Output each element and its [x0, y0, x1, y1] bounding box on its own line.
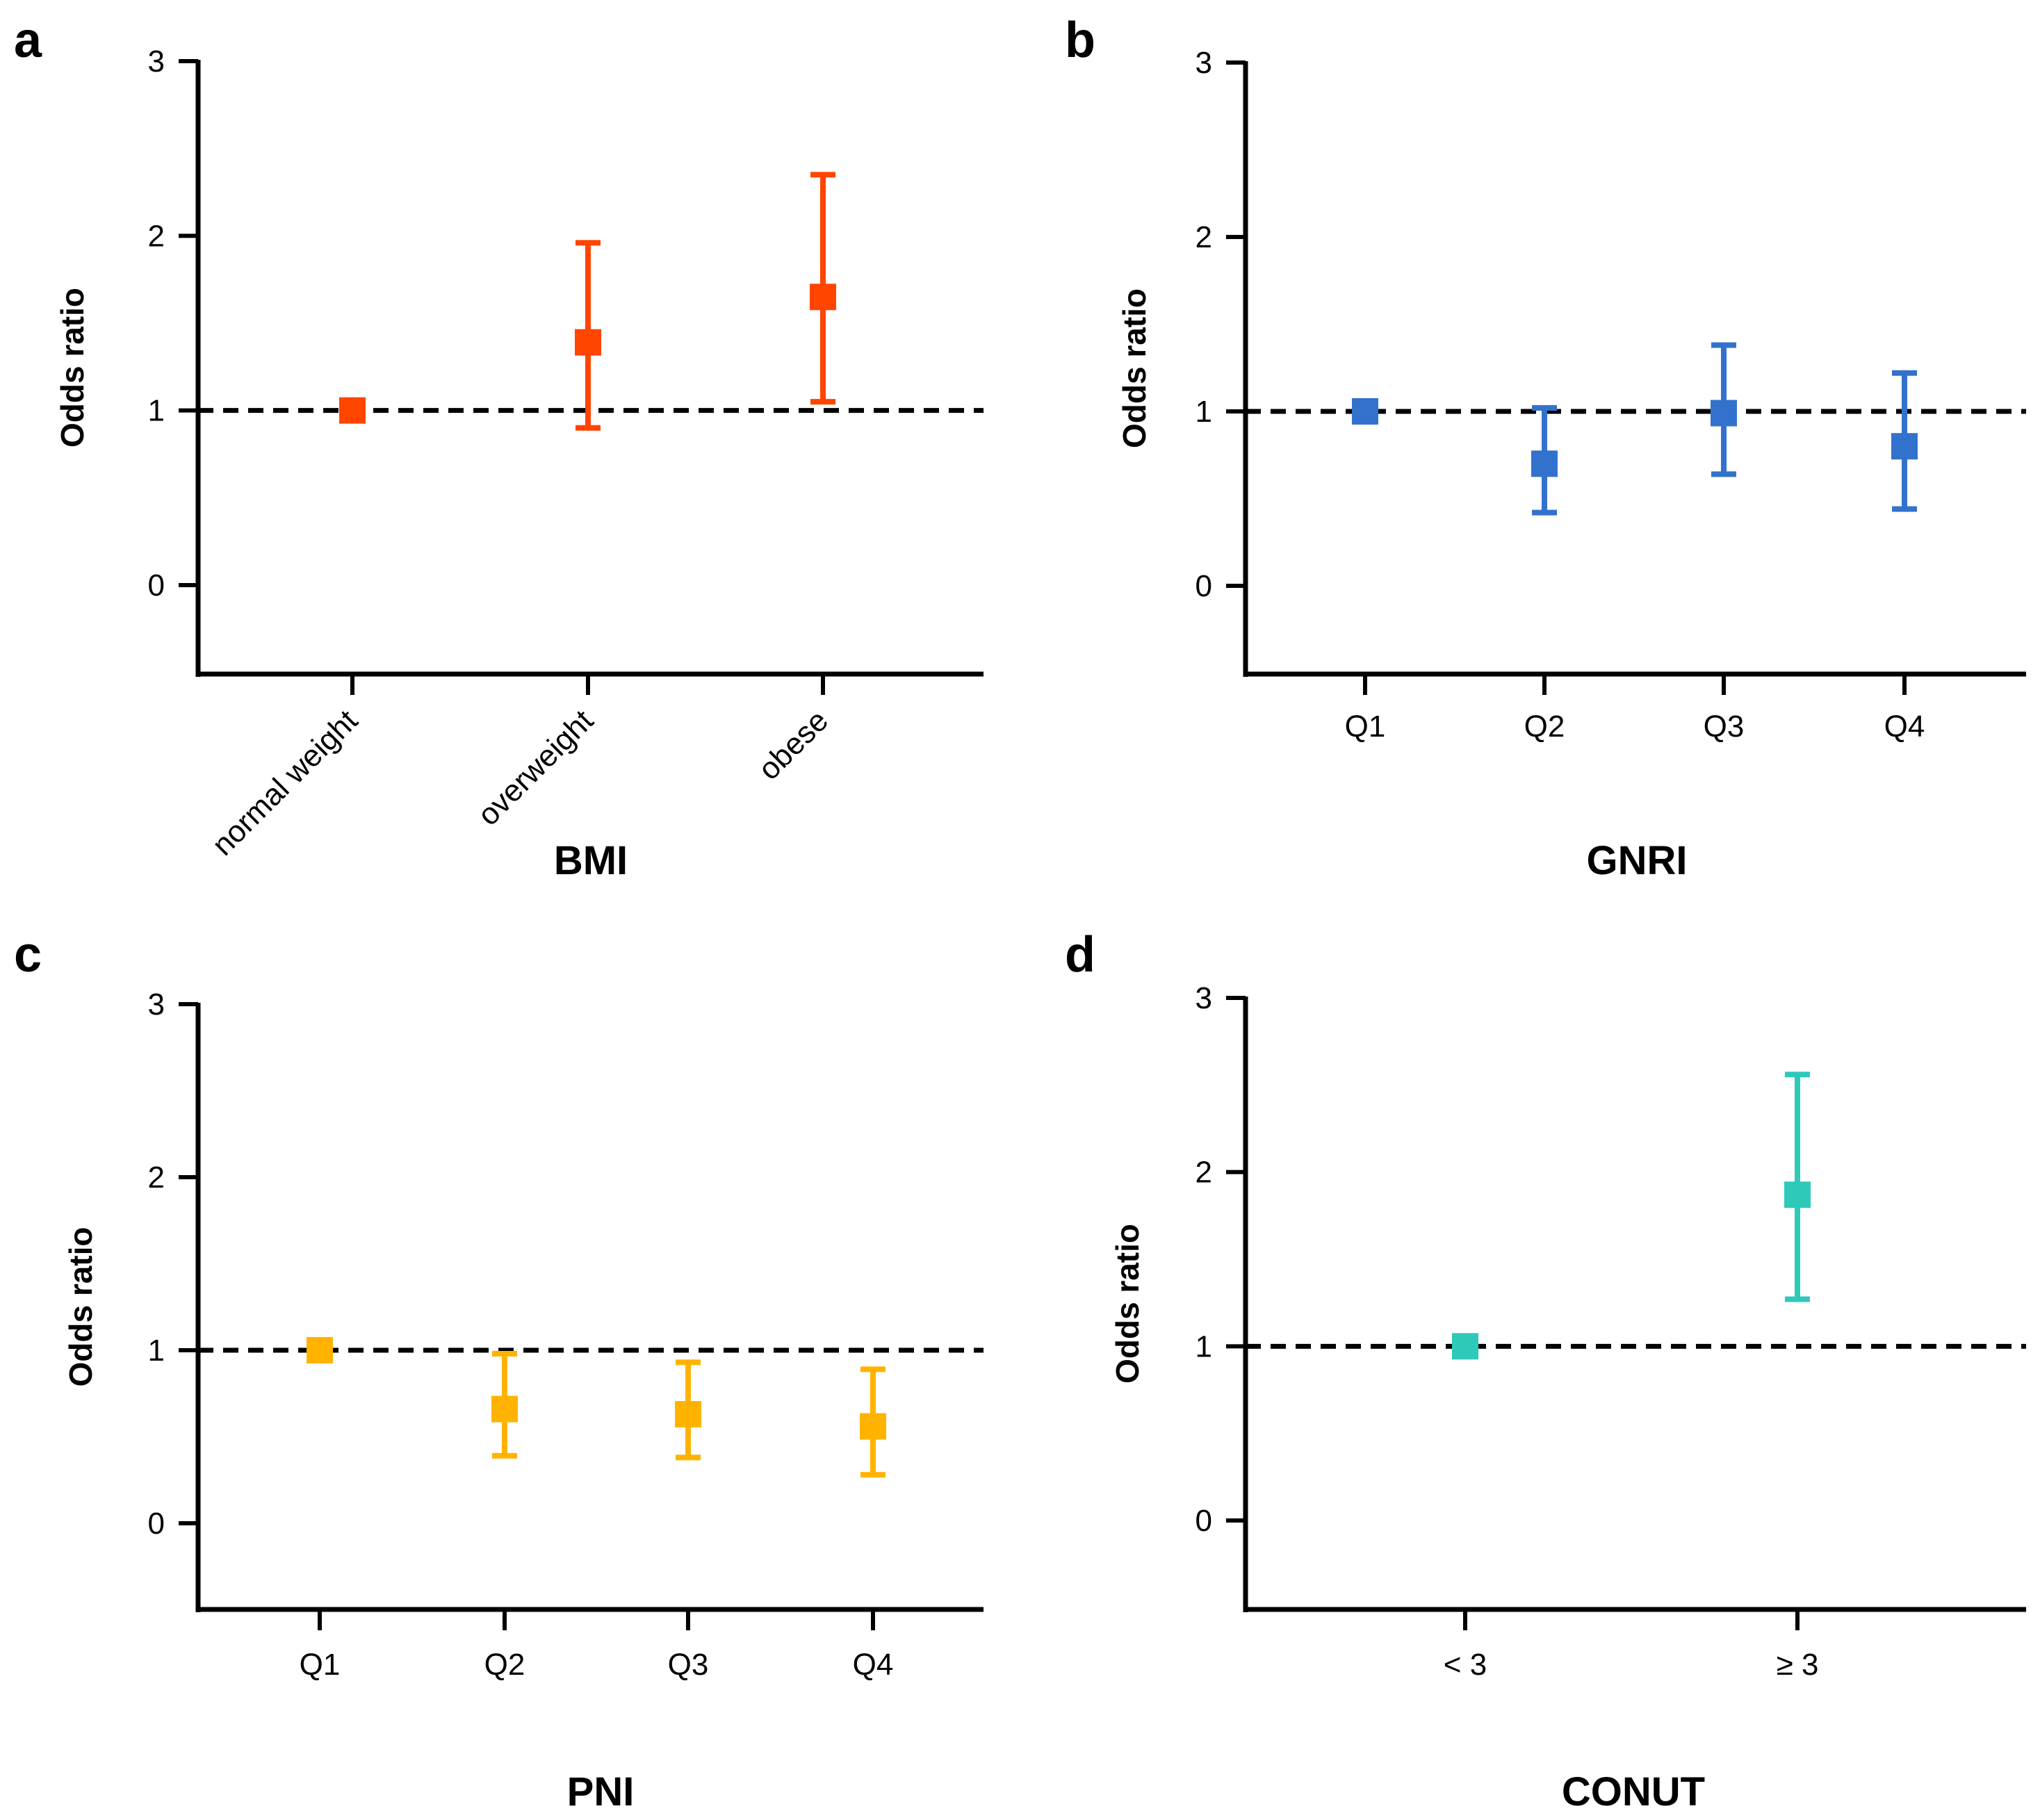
x-tick-label: normal weight	[206, 703, 364, 862]
y-axis-title: Odds ratio	[54, 288, 90, 448]
y-tick-label: 0	[1196, 569, 1212, 603]
x-tick-label: < 3	[1444, 1648, 1487, 1682]
panel-letter: a	[14, 13, 42, 68]
y-axis-title: Odds ratio	[1109, 1224, 1145, 1384]
y-tick-label: 3	[1196, 46, 1212, 80]
data-point-marker	[1352, 398, 1378, 425]
y-axis-title: Odds ratio	[1116, 288, 1152, 448]
data-point-marker	[860, 1413, 886, 1440]
data-point-marker	[1452, 1333, 1478, 1360]
y-tick-label: 2	[1196, 220, 1212, 254]
y-tick-label: 2	[148, 1161, 165, 1195]
y-tick-label: 3	[1196, 981, 1212, 1015]
y-tick-label: 3	[148, 44, 165, 79]
data-point-marker	[1891, 433, 1918, 460]
x-tick-label: ≥ 3	[1777, 1648, 1819, 1682]
data-point-marker	[307, 1337, 333, 1363]
data-point-marker	[491, 1395, 518, 1423]
data-point-marker	[575, 329, 601, 356]
x-axis-title: GNRI	[1587, 838, 1688, 883]
y-tick-label: 1	[148, 394, 165, 428]
panel-letter: d	[1065, 927, 1095, 983]
y-tick-label: 0	[1196, 1504, 1212, 1538]
x-tick-label: Q2	[484, 1648, 525, 1682]
y-tick-label: 0	[148, 1507, 165, 1541]
y-tick-label: 1	[1196, 1329, 1212, 1363]
x-axis-title: CONUT	[1562, 1769, 1705, 1814]
chart-panel-a: a 0 1 2 3 Odds ratio normal weight overweight ob…	[14, 13, 984, 883]
x-tick-label: Q4	[853, 1648, 894, 1682]
y-axis-title: Odds ratio	[63, 1227, 99, 1386]
y-tick-label: 2	[148, 219, 165, 253]
x-tick-label: Q3	[668, 1648, 709, 1682]
x-axis-title: BMI	[554, 838, 628, 883]
chart-panel-c: c 0 1 2 3 Odds ratio Q1 Q2 Q3 Q4 PNI	[14, 927, 984, 1814]
x-tick-label: Q2	[1524, 710, 1565, 744]
x-tick-label: Q1	[300, 1648, 341, 1682]
data-point-marker	[1784, 1181, 1811, 1208]
x-tick-label: Q3	[1704, 710, 1745, 744]
chart-panel-d: d 0 1 2 3 Odds ratio < 3 ≥ 3 CONUT	[1065, 927, 2026, 1814]
data-point-marker	[675, 1401, 701, 1428]
y-tick-label: 1	[1196, 395, 1212, 429]
y-tick-label: 0	[148, 568, 165, 602]
panel-letter: c	[14, 927, 42, 983]
y-tick-label: 3	[148, 987, 165, 1022]
data-point-marker	[339, 397, 366, 424]
panel-letter: b	[1065, 13, 1095, 68]
data-point-marker	[1531, 450, 1558, 477]
x-axis-title: PNI	[567, 1769, 635, 1814]
x-tick-label: obese	[752, 703, 835, 786]
x-tick-label: overweight	[471, 703, 600, 832]
data-point-marker	[810, 284, 836, 311]
chart-panel-b: b 0 1 2 3 Odds ratio Q1 Q2 Q3 Q4 GNRI	[1065, 13, 2026, 883]
x-tick-label: Q1	[1345, 710, 1386, 744]
x-tick-label: Q4	[1884, 710, 1925, 744]
y-tick-label: 1	[148, 1334, 165, 1368]
data-point-marker	[1711, 400, 1737, 427]
y-tick-label: 2	[1196, 1156, 1212, 1190]
